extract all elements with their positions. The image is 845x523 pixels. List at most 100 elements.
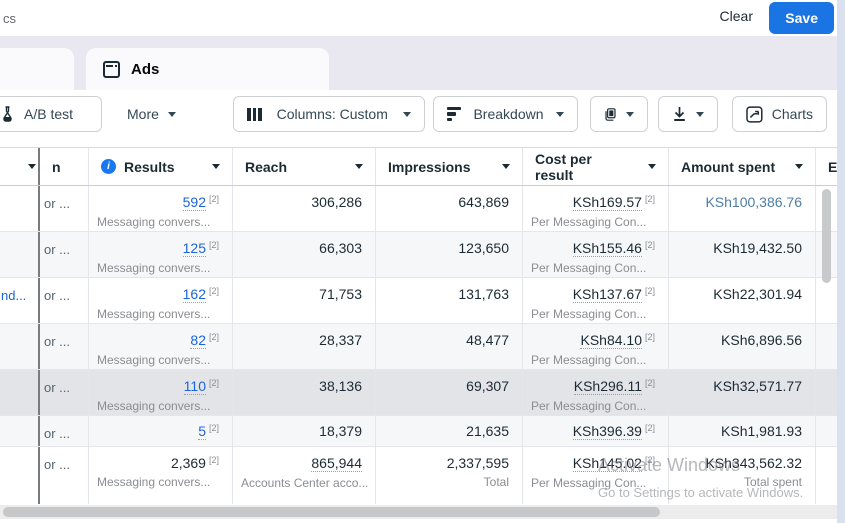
horizontal-scrollbar-thumb[interactable] [3,507,660,517]
info-icon[interactable]: i [101,159,116,174]
cell-impressions: 123,650 [375,232,522,277]
amount-spent-number: KSh32,571.77 [713,378,802,394]
cost-per-result-value[interactable]: KSh84.10 [2] [523,324,668,349]
cell-results: 162 [2] Messaging convers... [88,278,232,323]
cost-per-result-value[interactable]: KSh145.02 [2] [523,447,668,472]
results-value[interactable]: 592 [2] [89,186,232,211]
chevron-down-icon [555,111,564,117]
cost-per-result-value[interactable]: KSh296.11 [2] [523,370,668,395]
ads-tab-label: Ads [131,60,160,78]
column-header-label: n [52,158,61,175]
columns-button[interactable]: Columns: Custom [233,96,425,132]
cost-per-result-sublabel: Per Messaging Con... [531,307,647,321]
column-header-cost[interactable]: Cost per result [522,148,668,185]
results-value[interactable]: 125 [2] [89,232,232,257]
cost-per-result-number[interactable]: KSh296.11 [573,378,642,395]
ad-name-link[interactable]: nd... [1,288,27,303]
horizontal-scrollbar-track[interactable] [0,505,837,519]
cost-per-result-value[interactable]: KSh396.39 [2] [523,416,668,440]
reach-number: 18,379 [319,423,362,439]
table-row[interactable]: nd... or ... 162 [2] Messaging convers... 71,… [0,278,837,324]
cost-per-result-value[interactable]: KSh169.57 [2] [523,186,668,211]
cost-per-result-number[interactable]: KSh145.02 [572,455,642,472]
results-number[interactable]: 82 [190,332,206,349]
results-value[interactable]: 5 [2] [89,416,232,440]
column-header-results[interactable]: i Results [88,148,232,185]
reference-superscript: [2] [208,286,219,296]
table-row[interactable]: or ... 5 [2] 18,379 21,635 KSh396.39 [2] KSh1,9… [0,416,837,447]
cell-cost: KSh145.02 [2] Per Messaging Con... [522,447,668,504]
sort-caret-icon[interactable] [28,164,36,169]
table-row[interactable]: or ... 125 [2] Messaging convers... 66,303 12… [0,232,837,278]
cell-cost: KSh396.39 [2] [522,416,668,446]
reference-superscript: [2] [644,332,655,342]
charts-button[interactable]: Charts [732,96,827,132]
duplicate-icon [605,107,616,121]
attribution-value: or ... [44,380,71,395]
results-number[interactable]: 592 [182,194,206,211]
attribution-value: or ... [44,196,71,211]
reference-superscript: [2] [644,194,655,204]
tab-adsets-partial[interactable] [0,48,74,90]
impressions-value: 123,650 [376,232,522,256]
amount-spent-value: KSh22,301.94 [669,278,815,302]
cost-per-result-value[interactable]: KSh137.67 [2] [523,278,668,303]
cost-per-result-number[interactable]: KSh84.10 [580,332,642,349]
impressions-number: 48,477 [466,332,509,348]
cell-reach: 306,286 [232,186,375,231]
sort-caret-icon[interactable] [795,164,803,169]
column-header-spent[interactable]: Amount spent [668,148,815,185]
results-number[interactable]: 5 [198,423,206,440]
reference-superscript: [2] [644,378,655,388]
tab-strip: Ads [0,36,837,90]
cost-per-result-value[interactable]: KSh155.46 [2] [523,232,668,257]
breakdown-button[interactable]: Breakdown [433,96,578,132]
reach-value: 306,286 [233,186,375,210]
cell-name [0,324,40,369]
more-button[interactable]: More [114,96,190,132]
impressions-number: 2,337,595 [446,455,509,471]
cost-per-result-number[interactable]: KSh396.39 [572,423,642,440]
reach-value[interactable]: 865,944 [233,447,375,472]
reference-superscript: [2] [208,378,219,388]
save-button[interactable]: Save [769,2,834,34]
table-row[interactable]: or ... 592 [2] Messaging convers... 306,286 6… [0,186,837,232]
results-number[interactable]: 125 [182,240,206,257]
cell-spent: KSh1,981.93 [668,416,815,446]
table-row[interactable]: or ... 82 [2] Messaging convers... 28,337 48,… [0,324,837,370]
reach-number[interactable]: 865,944 [311,455,362,472]
tab-ads[interactable]: Ads [86,48,329,90]
cell-cost: KSh296.11 [2] Per Messaging Con... [522,370,668,415]
results-value[interactable]: 82 [2] [89,324,232,349]
column-header-name[interactable] [0,148,40,185]
sort-caret-icon[interactable] [355,164,363,169]
ab-test-button[interactable]: A/B test [0,96,102,132]
cell-reach: 865,944 Accounts Center acco... [232,447,375,504]
export-button[interactable] [658,96,718,132]
totals-row[interactable]: or ... 2,369 [2] Messaging convers... 865,94… [0,447,837,504]
vertical-scrollbar[interactable] [822,189,831,283]
cell-name[interactable]: nd... [0,278,40,323]
clear-button[interactable]: Clear [719,8,753,24]
cell-results: 125 [2] Messaging convers... [88,232,232,277]
sort-caret-icon[interactable] [502,164,510,169]
results-number[interactable]: 162 [182,286,206,303]
sort-caret-icon[interactable] [648,164,656,169]
column-header-reach[interactable]: Reach [232,148,375,185]
cost-per-result-number[interactable]: KSh155.46 [572,240,642,257]
results-value[interactable]: 110 [2] [89,370,232,395]
table-row[interactable]: or ... 110 [2] Messaging convers... 38,136 69… [0,370,837,416]
results-number[interactable]: 110 [183,378,206,395]
column-header-attribution: n [40,148,88,185]
sort-caret-icon[interactable] [212,164,220,169]
column-header-impressions[interactable]: Impressions [375,148,522,185]
reports-button[interactable] [590,96,648,132]
results-value[interactable]: 162 [2] [89,278,232,303]
cost-per-result-number[interactable]: KSh137.67 [572,286,642,303]
cell-attribution: or ... [40,324,88,369]
cost-per-result-number[interactable]: KSh169.57 [572,194,642,211]
reference-superscript: [2] [644,240,655,250]
metrics-table: n i Results Reach Impressions Cost per result… [0,147,837,504]
cell-attribution: or ... [40,186,88,231]
